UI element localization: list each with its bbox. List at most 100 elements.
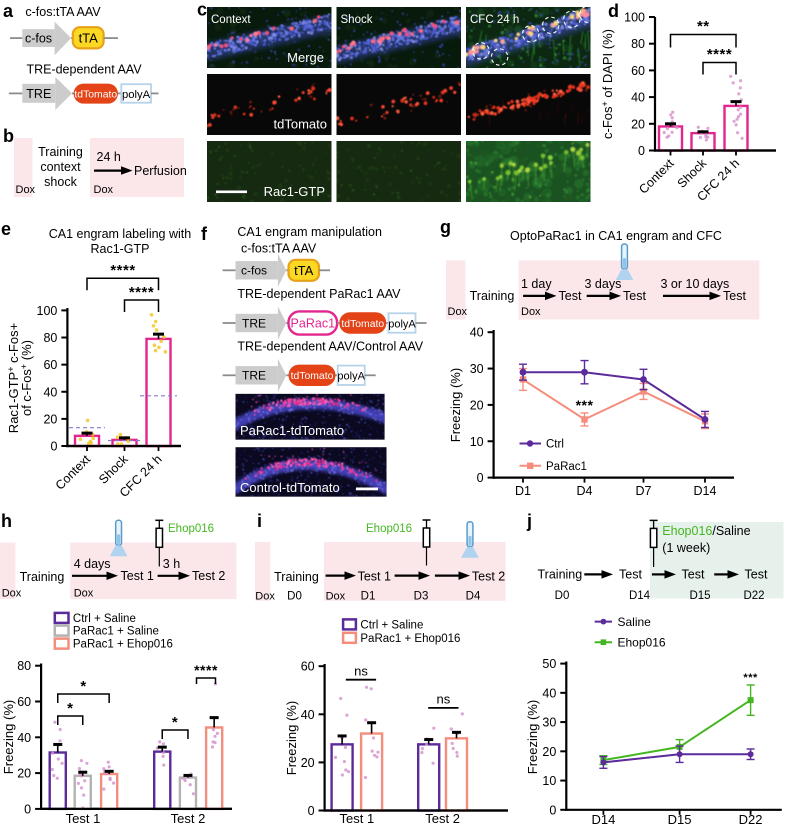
svg-text:TRE: TRE bbox=[242, 369, 266, 383]
svg-text:Saline: Saline bbox=[618, 615, 652, 629]
svg-text:Dox: Dox bbox=[448, 306, 468, 318]
svg-text:40: 40 bbox=[542, 686, 556, 700]
svg-text:h: h bbox=[1, 511, 12, 531]
svg-text:Dox: Dox bbox=[94, 184, 114, 196]
svg-text:D1: D1 bbox=[361, 591, 376, 603]
svg-text:0: 0 bbox=[50, 440, 57, 454]
svg-text:30: 30 bbox=[542, 716, 556, 730]
svg-text:Test 2: Test 2 bbox=[192, 569, 225, 583]
svg-text:0: 0 bbox=[638, 144, 645, 158]
svg-text:****: **** bbox=[194, 662, 218, 678]
svg-text:Rac1-GTP+ c-Fos+: Rac1-GTP+ c-Fos+ bbox=[6, 323, 21, 433]
svg-text:Test 2: Test 2 bbox=[171, 811, 206, 826]
svg-text:tdTomato: tdTomato bbox=[291, 371, 334, 382]
svg-text:Test: Test bbox=[723, 289, 746, 303]
svg-text:PaRac1: PaRac1 bbox=[291, 317, 336, 331]
svg-text:Ehop016: Ehop016 bbox=[366, 523, 412, 535]
svg-text:****: **** bbox=[110, 262, 135, 279]
svg-text:Freezing (%): Freezing (%) bbox=[448, 368, 463, 442]
svg-text:0: 0 bbox=[24, 802, 31, 816]
svg-text:Freezing (%): Freezing (%) bbox=[284, 701, 299, 775]
svg-text:3 h: 3 h bbox=[163, 557, 180, 571]
svg-text:(1 week): (1 week) bbox=[662, 541, 710, 555]
svg-text:CA1 engram manipulation: CA1 engram manipulation bbox=[237, 225, 382, 239]
svg-text:Test 1: Test 1 bbox=[358, 570, 391, 584]
svg-text:Training: Training bbox=[20, 570, 65, 584]
svg-text:D4: D4 bbox=[577, 484, 593, 498]
svg-text:PaRac1: PaRac1 bbox=[546, 461, 587, 473]
svg-text:Dox: Dox bbox=[255, 591, 275, 603]
svg-text:D22: D22 bbox=[739, 812, 763, 827]
svg-text:D1: D1 bbox=[515, 484, 531, 498]
svg-text:80: 80 bbox=[17, 659, 31, 673]
svg-text:D7: D7 bbox=[636, 484, 652, 498]
svg-text:PaRac1 + Ehop016: PaRac1 + Ehop016 bbox=[360, 633, 460, 645]
svg-text:20: 20 bbox=[470, 398, 484, 412]
svg-text:Freezing (%): Freezing (%) bbox=[1, 700, 16, 774]
svg-text:c-Fos+ of DAPI (%): c-Fos+ of DAPI (%) bbox=[600, 29, 615, 139]
svg-text:j: j bbox=[526, 511, 532, 531]
svg-text:context: context bbox=[40, 160, 81, 174]
svg-text:Shock: Shock bbox=[341, 14, 373, 26]
svg-text:tTA: tTA bbox=[294, 263, 314, 278]
svg-text:Dox: Dox bbox=[16, 184, 36, 196]
svg-text:Test: Test bbox=[619, 568, 642, 582]
svg-text:Training: Training bbox=[38, 145, 83, 159]
svg-text:Test 1: Test 1 bbox=[340, 811, 375, 826]
svg-text:10: 10 bbox=[542, 774, 556, 788]
svg-text:c-fos: c-fos bbox=[241, 264, 267, 278]
svg-text:e: e bbox=[1, 219, 11, 239]
svg-text:of c-Fos+ (%): of c-Fos+ (%) bbox=[19, 340, 34, 416]
svg-text:ns: ns bbox=[354, 664, 368, 679]
svg-text:Test 1: Test 1 bbox=[121, 569, 154, 583]
svg-text:D15: D15 bbox=[668, 812, 692, 827]
svg-text:TRE-dependent PaRac1 AAV: TRE-dependent PaRac1 AAV bbox=[237, 287, 401, 301]
svg-text:20: 20 bbox=[631, 117, 645, 131]
svg-text:c-fos: c-fos bbox=[25, 32, 52, 46]
svg-text:60: 60 bbox=[631, 64, 645, 78]
svg-text:Ehop016/Saline: Ehop016/Saline bbox=[662, 524, 750, 538]
svg-text:Ctrl: Ctrl bbox=[546, 439, 564, 451]
svg-text:OptoPaRac1 in CA1 engram and C: OptoPaRac1 in CA1 engram and CFC bbox=[510, 229, 722, 243]
svg-text:***: *** bbox=[743, 672, 758, 684]
svg-text:10: 10 bbox=[470, 435, 484, 449]
svg-text:3 or 10 days: 3 or 10 days bbox=[661, 277, 730, 291]
svg-text:Dox: Dox bbox=[74, 588, 94, 600]
svg-text:D3: D3 bbox=[414, 591, 429, 603]
svg-text:Ehop016: Ehop016 bbox=[168, 523, 214, 535]
svg-text:D22: D22 bbox=[743, 590, 764, 602]
svg-text:ns: ns bbox=[437, 692, 451, 707]
svg-text:tdTomato: tdTomato bbox=[74, 89, 117, 100]
svg-text:100: 100 bbox=[624, 11, 645, 25]
svg-text:30: 30 bbox=[470, 362, 484, 376]
svg-text:20: 20 bbox=[301, 756, 315, 770]
svg-text:Dox: Dox bbox=[521, 306, 541, 318]
svg-text:20: 20 bbox=[43, 412, 57, 426]
svg-text:d: d bbox=[608, 1, 619, 21]
svg-text:D15: D15 bbox=[689, 590, 710, 602]
svg-text:24 h: 24 h bbox=[97, 150, 121, 164]
svg-text:0: 0 bbox=[477, 471, 484, 485]
svg-text:Ctrl + Saline: Ctrl + Saline bbox=[73, 613, 136, 625]
svg-text:g: g bbox=[440, 217, 451, 237]
svg-text:a: a bbox=[3, 1, 14, 21]
svg-text:Training: Training bbox=[538, 568, 583, 582]
svg-text:tdTomato: tdTomato bbox=[274, 117, 327, 132]
svg-text:CA1 engram labeling with: CA1 engram labeling with bbox=[49, 227, 191, 241]
svg-text:TRE: TRE bbox=[26, 87, 51, 101]
svg-text:**: ** bbox=[697, 18, 710, 35]
svg-text:D14: D14 bbox=[591, 812, 615, 827]
svg-text:40: 40 bbox=[43, 385, 57, 399]
svg-text:0: 0 bbox=[308, 804, 315, 818]
svg-text:4 days: 4 days bbox=[74, 557, 111, 571]
svg-text:80: 80 bbox=[43, 331, 57, 345]
svg-text:Dox: Dox bbox=[2, 588, 22, 600]
svg-text:CFC 24 h: CFC 24 h bbox=[470, 14, 519, 26]
svg-text:Merge: Merge bbox=[287, 50, 324, 65]
svg-text:Test: Test bbox=[623, 289, 646, 303]
svg-text:40: 40 bbox=[631, 91, 645, 105]
svg-text:Ehop016: Ehop016 bbox=[618, 636, 666, 650]
svg-text:3 days: 3 days bbox=[585, 277, 622, 291]
svg-text:PaRac1 + Saline: PaRac1 + Saline bbox=[73, 626, 159, 638]
svg-text:Test: Test bbox=[745, 568, 768, 582]
